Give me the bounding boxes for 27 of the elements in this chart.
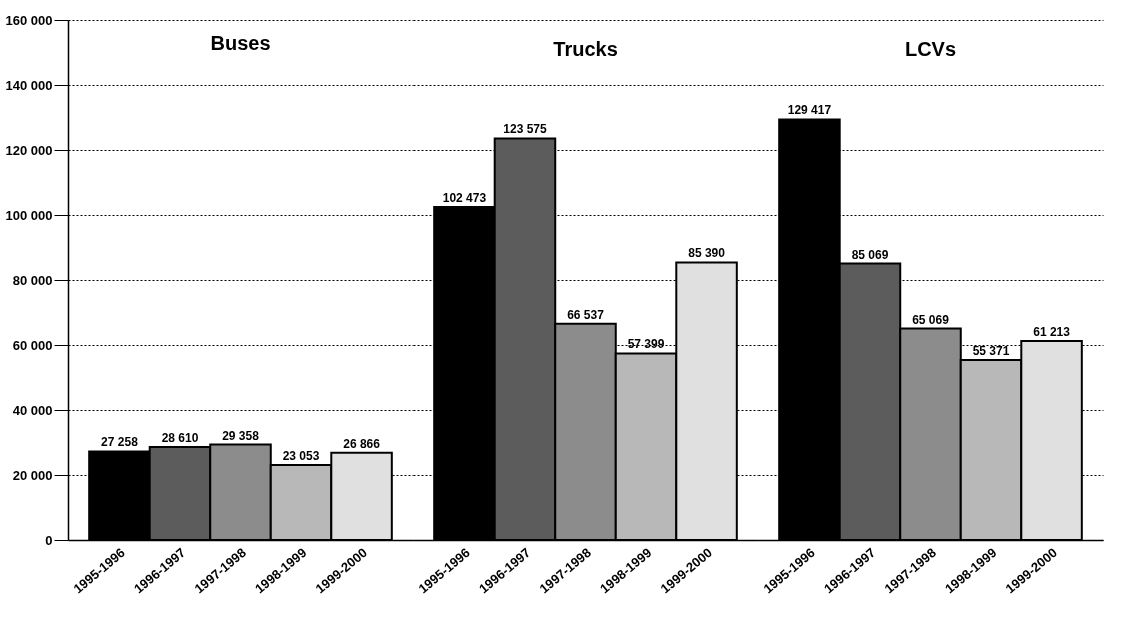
data-label: 85 069: [851, 247, 889, 262]
data-label: 65 069: [912, 312, 950, 327]
data-label: 23 053: [282, 449, 320, 464]
y-tick-label: 80 000: [12, 272, 53, 288]
y-tick-label: 140 000: [5, 77, 53, 93]
y-tick-label: 60 000: [12, 337, 53, 353]
data-label: 102 473: [442, 190, 487, 205]
y-tick-label: 100 000: [5, 207, 53, 223]
y-tick-label: 0: [45, 532, 53, 548]
data-label: 27 258: [101, 435, 139, 450]
text: Trucks: [553, 38, 618, 60]
y-tick-label: 20 000: [12, 467, 53, 483]
text: LCVs: [904, 38, 957, 60]
data-label: 123 575: [503, 122, 547, 137]
y-tick-label: 40 000: [12, 402, 53, 418]
data-label: 57 399: [627, 337, 665, 352]
data-label: 29 358: [222, 428, 260, 443]
data-label: 55 371: [972, 344, 1010, 359]
text: Buses: [210, 32, 271, 54]
y-tick-label: 160 000: [5, 12, 53, 28]
data-label: 26 866: [343, 436, 381, 451]
data-label: 66 537: [567, 307, 605, 322]
data-label: 61 213: [1033, 325, 1071, 340]
y-tick-label: 120 000: [5, 142, 53, 158]
data-label: 28 610: [161, 431, 199, 446]
data-label: 129 417: [787, 103, 832, 118]
data-label: 85 390: [688, 246, 726, 261]
